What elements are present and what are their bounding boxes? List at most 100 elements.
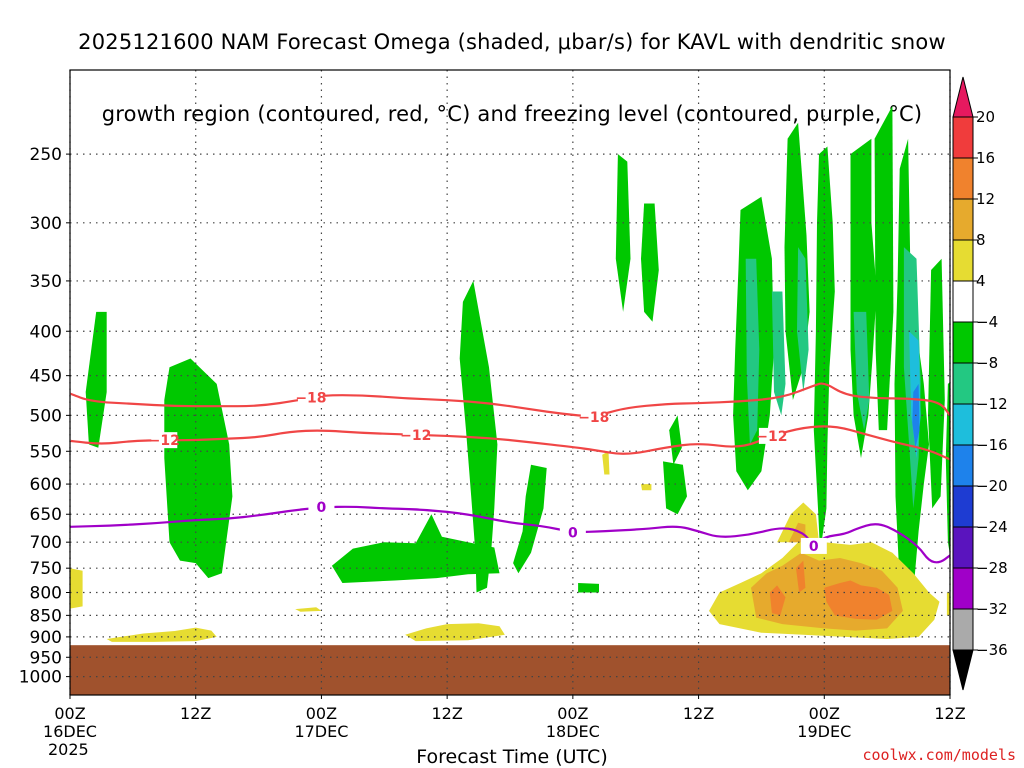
chart-title: 2025121600 NAM Forecast Omega (shaded, μ… [0, 6, 1024, 126]
contour-label-bg-1-0 [151, 432, 178, 449]
chart-title-line-1: 2025121600 NAM Forecast Omega (shaded, μ… [78, 30, 946, 54]
contour-line-1 [70, 425, 950, 461]
plot-frame [69, 69, 951, 696]
contour-label-bg-1-1 [402, 426, 429, 443]
x-tick-label-36: 12Z [431, 704, 462, 723]
colorbar-label-5: −4 [976, 313, 998, 331]
omega-region-teal-20 [797, 247, 809, 392]
omega-region-yellow-29 [602, 451, 610, 475]
chart-title-line-2: growth region (contoured, red, °C) and f… [101, 102, 923, 126]
colorbar-label-0: 20 [976, 108, 995, 126]
start-year-label: 2025 [48, 740, 89, 759]
contour-label-1-1: −12 [400, 428, 431, 444]
y-axis-pressure: 2503003504004505005506006507007508008509… [19, 145, 70, 688]
colorbar-label-9: −20 [976, 477, 1008, 495]
contour-label-0-1: −18 [578, 410, 609, 426]
x-date-label-0: 16DEC [43, 722, 97, 741]
contour-label-1-0: −12 [149, 433, 180, 449]
contour-line-0 [70, 382, 950, 417]
y-tick-label-300: 300 [30, 214, 62, 234]
contour-label-0-0: −18 [295, 391, 326, 407]
x-tick-label-48: 00Z [557, 704, 588, 723]
contour-label-2-1: 0 [568, 525, 578, 541]
y-tick-label-700: 700 [30, 533, 62, 553]
colorbar-bin-11 [952, 567, 974, 610]
y-tick-label-550: 550 [30, 442, 62, 462]
colorbar-label-6: −8 [976, 354, 998, 372]
omega-region-yellow-30 [641, 484, 652, 491]
terrain-ground [70, 645, 950, 695]
colorbar-bin-3 [952, 239, 974, 282]
colorbar-label-4: 4 [976, 272, 986, 290]
temperature-contours: −18 −18 −12 −12 −12 0 0 0 [70, 382, 950, 564]
y-tick-label-850: 850 [30, 606, 62, 626]
omega-region-teal-19 [771, 291, 786, 416]
colorbar-bin-7 [952, 403, 974, 446]
omega-region-green-0 [85, 311, 107, 448]
omega-region-orange-36 [769, 585, 786, 616]
omega-region-green-5 [578, 583, 599, 593]
colorbar-bin-5 [952, 321, 974, 364]
omega-region-orange-38 [824, 580, 893, 620]
colorbar-label-3: 8 [976, 231, 986, 249]
site-credit: coolwx.com/models [862, 746, 1016, 764]
colorbar-bottom-arrow [952, 649, 974, 691]
y-tick-label-950: 950 [30, 648, 62, 668]
omega-region-green-2 [331, 514, 500, 583]
contour-label-bg-1-2 [758, 427, 785, 444]
y-tick-label-250: 250 [30, 145, 62, 165]
omega-region-green-14 [874, 105, 894, 431]
y-tick-label-450: 450 [30, 367, 62, 387]
y-tick-label-750: 750 [30, 559, 62, 579]
omega-region-green-1 [164, 358, 233, 579]
x-date-label-48: 18DEC [546, 722, 600, 741]
colorbar-label-12: −32 [976, 600, 1008, 618]
omega-region-yellow-33 [946, 592, 950, 616]
x-axis-title: Forecast Time (UTC) [416, 746, 608, 768]
x-date-label-24: 17DEC [294, 722, 348, 741]
x-tick-label-12: 12Z [180, 704, 211, 723]
contour-label-bg-0-0 [297, 389, 324, 406]
y-tick-label-1000: 1000 [19, 668, 62, 688]
colorbar-bin-12 [952, 608, 974, 651]
colorbar-label-13: −36 [976, 641, 1008, 659]
omega-region-green-9 [669, 415, 682, 465]
colorbar-top-arrow [952, 76, 974, 118]
colorbar-bin-9 [952, 485, 974, 528]
y-tick-label-900: 900 [30, 628, 62, 648]
colorbar-bin-0 [952, 116, 974, 159]
colorbar-bin-2 [952, 198, 974, 241]
omega-region-green-7 [641, 203, 659, 322]
x-date-label-72: 19DEC [797, 722, 851, 741]
contour-label-bg-2-2 [800, 537, 827, 554]
x-tick-label-0: 00Z [54, 704, 85, 723]
omega-region-green-17 [945, 382, 950, 555]
y-tick-label-400: 400 [30, 322, 62, 342]
y-tick-label-650: 650 [30, 505, 62, 525]
contour-label-bg-0-1 [580, 408, 607, 425]
colorbar-label-8: −16 [976, 436, 1008, 454]
omega-region-gold-35 [788, 522, 806, 543]
contour-label-bg-2-0 [308, 499, 335, 516]
omega-region-yellow-27 [295, 607, 322, 612]
contour-label-bg-2-1 [559, 524, 586, 541]
y-tick-label-800: 800 [30, 584, 62, 604]
omega-region-teal-18 [745, 258, 760, 445]
x-tick-label-72: 00Z [809, 704, 840, 723]
colorbar-label-10: −24 [976, 518, 1008, 536]
omega-region-yellow-25 [70, 568, 83, 609]
omega-region-yellow-26 [106, 627, 217, 642]
omega-region-green-6 [615, 154, 631, 312]
x-tick-label-60: 12Z [683, 704, 714, 723]
omega-region-green-4 [513, 464, 547, 574]
colorbar-label-1: 16 [976, 149, 995, 167]
omega-region-yellow-32 [777, 502, 819, 543]
colorbar-label-11: −28 [976, 559, 1008, 577]
colorbar-bin-10 [952, 526, 974, 569]
colorbar-label-2: 12 [976, 190, 995, 208]
y-tick-label-600: 600 [30, 475, 62, 495]
x-tick-label-24: 00Z [306, 704, 337, 723]
